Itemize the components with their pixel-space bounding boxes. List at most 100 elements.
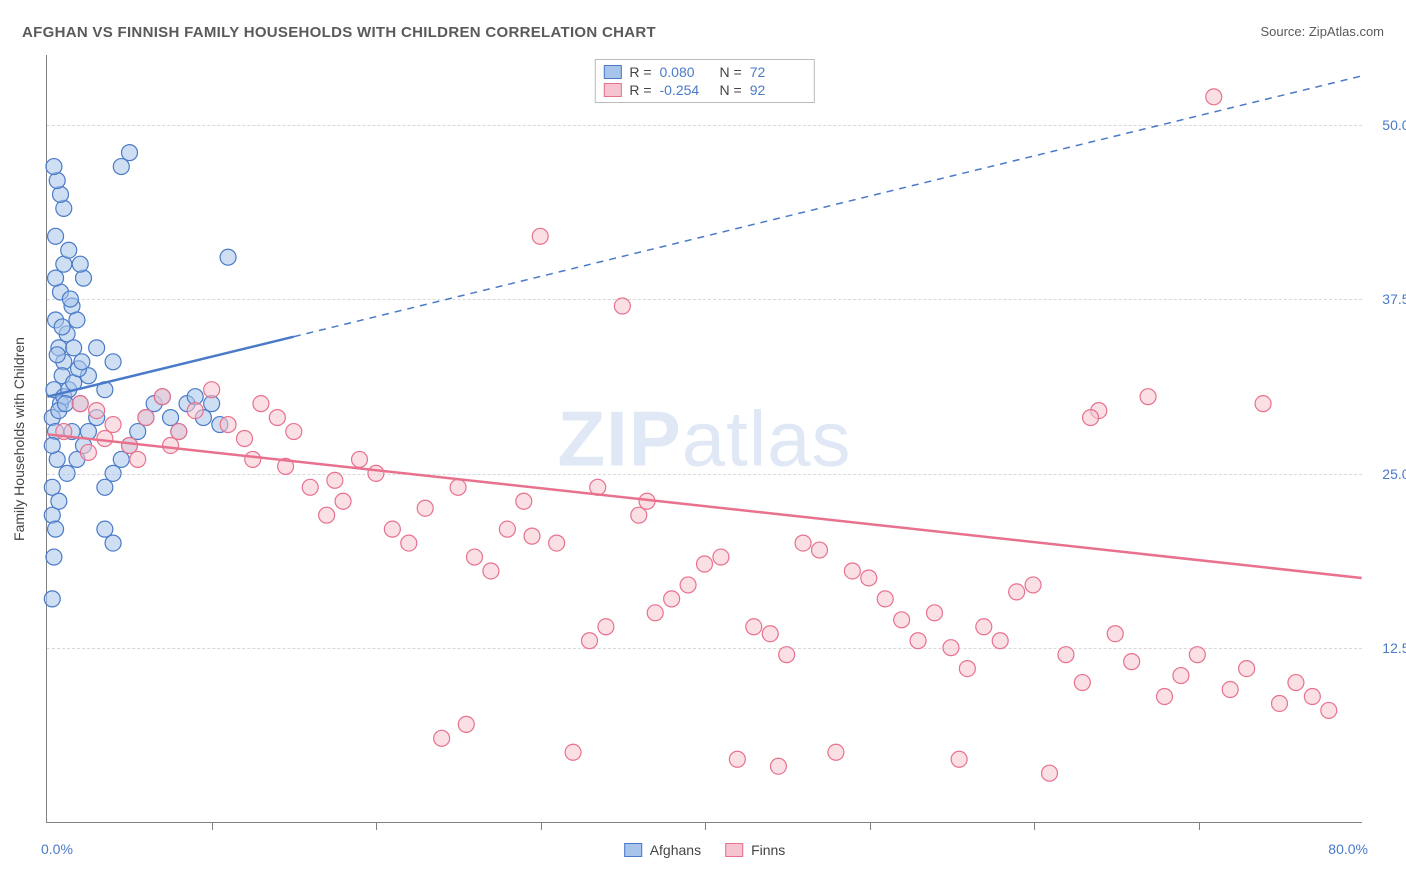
- data-point: [992, 633, 1008, 649]
- data-point: [910, 633, 926, 649]
- data-point: [46, 549, 62, 565]
- data-point: [1255, 396, 1271, 412]
- data-point: [1083, 410, 1099, 426]
- x-tick: [376, 822, 377, 830]
- data-point: [76, 270, 92, 286]
- data-point: [1074, 675, 1090, 691]
- data-point: [795, 535, 811, 551]
- x-tick: [212, 822, 213, 830]
- data-point: [245, 451, 261, 467]
- legend-series: Afghans Finns: [624, 842, 786, 858]
- data-point: [80, 444, 96, 460]
- legend-stat-row: R =0.080N =72: [603, 63, 801, 81]
- data-point: [770, 758, 786, 774]
- data-point: [51, 493, 67, 509]
- data-point: [57, 396, 73, 412]
- data-point: [467, 549, 483, 565]
- data-point: [105, 354, 121, 370]
- data-point: [614, 298, 630, 314]
- data-point: [779, 647, 795, 663]
- stat-r-label: R =: [629, 64, 651, 80]
- data-point: [327, 472, 343, 488]
- data-point: [237, 431, 253, 447]
- stat-r-value: -0.254: [660, 82, 712, 98]
- legend-swatch: [624, 843, 642, 857]
- data-point: [401, 535, 417, 551]
- data-point: [69, 312, 85, 328]
- y-tick-label: 12.5%: [1367, 640, 1406, 656]
- data-point: [1321, 702, 1337, 718]
- data-point: [89, 403, 105, 419]
- data-point: [171, 424, 187, 440]
- data-point: [384, 521, 400, 537]
- data-point: [163, 437, 179, 453]
- data-point: [524, 528, 540, 544]
- y-axis-title: Family Households with Children: [11, 337, 27, 541]
- plot-area: Family Households with Children ZIPatlas…: [46, 55, 1362, 823]
- source-attribution: Source: ZipAtlas.com: [1260, 24, 1384, 39]
- data-point: [828, 744, 844, 760]
- trend-line-extrapolated: [294, 76, 1362, 337]
- chart-svg: [47, 55, 1362, 822]
- data-point: [434, 730, 450, 746]
- stat-r-value: 0.080: [660, 64, 712, 80]
- data-point: [417, 500, 433, 516]
- data-point: [458, 716, 474, 732]
- y-tick-label: 25.0%: [1367, 466, 1406, 482]
- data-point: [1009, 584, 1025, 600]
- data-point: [951, 751, 967, 767]
- legend-item: Finns: [725, 842, 785, 858]
- data-point: [1272, 695, 1288, 711]
- data-point: [220, 417, 236, 433]
- data-point: [368, 465, 384, 481]
- data-point: [877, 591, 893, 607]
- data-point: [44, 591, 60, 607]
- data-point: [122, 145, 138, 161]
- data-point: [746, 619, 762, 635]
- data-point: [48, 270, 64, 286]
- data-point: [204, 382, 220, 398]
- stat-n-label: N =: [720, 82, 742, 98]
- data-point: [122, 437, 138, 453]
- stat-n-value: 92: [750, 82, 802, 98]
- data-point: [269, 410, 285, 426]
- data-point: [565, 744, 581, 760]
- data-point: [62, 291, 78, 307]
- y-tick-label: 37.5%: [1367, 291, 1406, 307]
- data-point: [49, 347, 65, 363]
- data-point: [97, 431, 113, 447]
- data-point: [74, 354, 90, 370]
- data-point: [97, 521, 113, 537]
- stat-n-value: 72: [750, 64, 802, 80]
- data-point: [1025, 577, 1041, 593]
- x-tick: [1034, 822, 1035, 830]
- data-point: [1222, 682, 1238, 698]
- data-point: [943, 640, 959, 656]
- data-point: [48, 228, 64, 244]
- data-point: [1124, 654, 1140, 670]
- x-tick: [870, 822, 871, 830]
- data-point: [253, 396, 269, 412]
- x-tick: [705, 822, 706, 830]
- legend-label: Afghans: [650, 842, 701, 858]
- x-tick: [1199, 822, 1200, 830]
- data-point: [154, 389, 170, 405]
- legend-stat-row: R = -0.254 N = 92: [603, 81, 801, 99]
- data-point: [1288, 675, 1304, 691]
- legend-stats: R = 0.080 N = 72R = -0.254 N = 92: [594, 59, 814, 103]
- data-point: [680, 577, 696, 593]
- data-point: [49, 173, 65, 189]
- data-point: [976, 619, 992, 635]
- data-point: [1042, 765, 1058, 781]
- data-point: [1157, 689, 1173, 705]
- data-point: [105, 417, 121, 433]
- data-point: [1058, 647, 1074, 663]
- data-point: [812, 542, 828, 558]
- data-point: [1239, 661, 1255, 677]
- data-point: [631, 507, 647, 523]
- x-axis-min-label: 0.0%: [41, 841, 73, 857]
- data-point: [89, 340, 105, 356]
- data-point: [220, 249, 236, 265]
- stat-r-label: R =: [629, 82, 651, 98]
- data-point: [286, 424, 302, 440]
